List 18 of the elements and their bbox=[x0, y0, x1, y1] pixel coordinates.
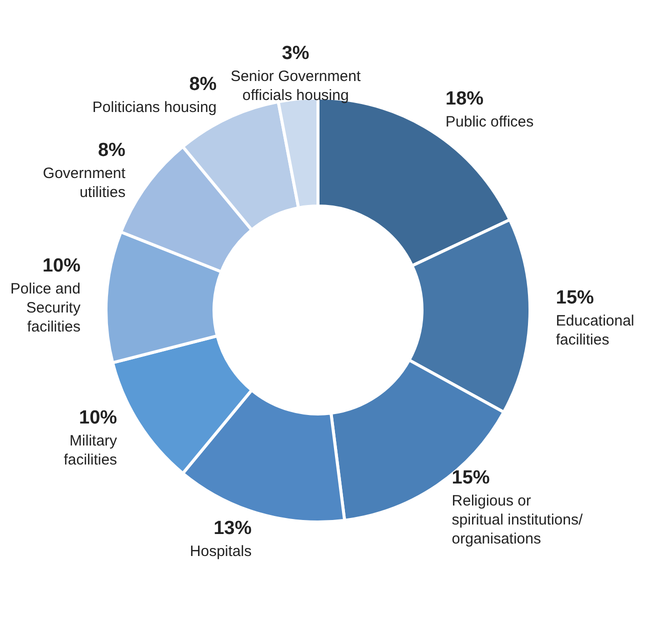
slice-label: Hospitals bbox=[190, 543, 252, 560]
data-label: 18% bbox=[446, 88, 484, 110]
data-label: 13% bbox=[214, 518, 252, 540]
slice-label: Military facilities bbox=[64, 432, 118, 469]
slice-label: Government utilities bbox=[42, 165, 126, 202]
slice-label: Religious or spiritual institutions/ organisations bbox=[452, 492, 584, 548]
data-label: 10% bbox=[42, 256, 81, 277]
slice-label: Public offices bbox=[446, 114, 534, 131]
slice-label: Police and Security facilities bbox=[10, 280, 81, 336]
data-label: 8% bbox=[98, 140, 126, 162]
data-label: 10% bbox=[79, 408, 118, 429]
slice-label: Senior Government officials housing bbox=[230, 68, 362, 104]
data-label: 15% bbox=[556, 287, 594, 308]
slice-label: Educational facilities bbox=[556, 312, 634, 348]
slice-label: Politicians housing bbox=[92, 99, 217, 116]
data-label: 3% bbox=[282, 43, 310, 64]
data-label: 15% bbox=[452, 467, 490, 488]
data-label: 8% bbox=[189, 74, 217, 96]
